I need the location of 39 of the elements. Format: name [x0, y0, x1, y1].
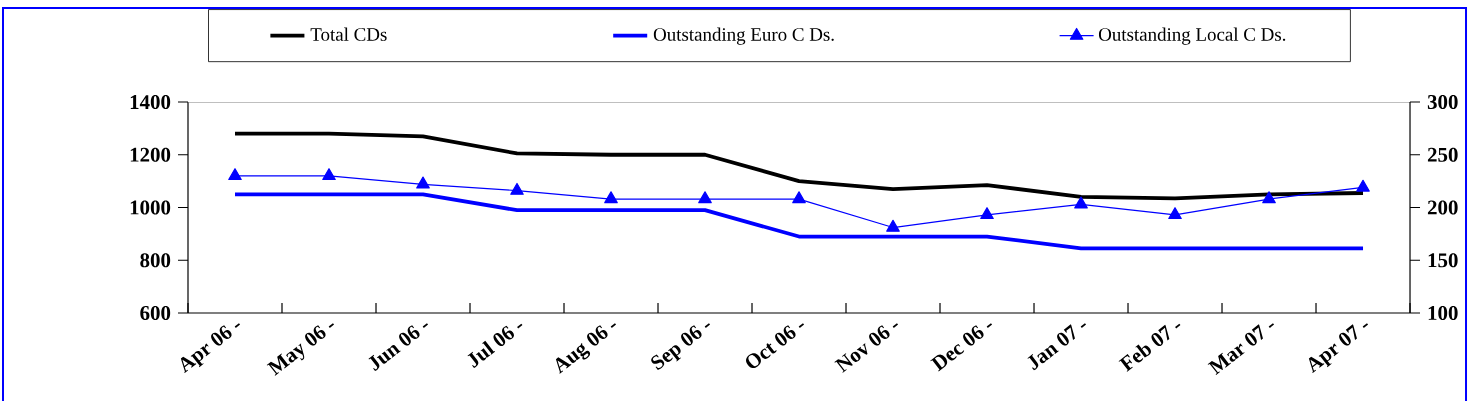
x-tick-label: Jan 07 -	[1027, 323, 1087, 371]
x-tick-label: Dec 06 -	[930, 323, 993, 372]
point	[416, 176, 430, 189]
y2-tick-label: 250	[1427, 147, 1458, 162]
x-tick-label: Apr 06 -	[180, 323, 241, 373]
point	[322, 168, 336, 181]
y2-tick-label: 300	[1427, 94, 1458, 110]
legend-label: Outstanding Euro C Ds.	[653, 27, 834, 45]
x-tick-label: Mar 07 -	[1207, 323, 1275, 376]
point	[510, 182, 524, 195]
y-tick-label: 1000	[130, 200, 171, 215]
y-tick-label: 1400	[130, 94, 171, 110]
y2-tick-label: 100	[1428, 305, 1458, 321]
x-tick-label: Jun 06 -	[368, 323, 429, 372]
y2-tick-label: 150	[1428, 253, 1458, 268]
x-tick-label: Aug 06 -	[555, 323, 617, 374]
y-tick-label: 1200	[130, 147, 171, 162]
x-tick-label: Oct 06 -	[746, 323, 805, 369]
x-tick-label: Apr 07 -	[1308, 323, 1369, 373]
point	[792, 191, 806, 204]
y-tick-label: 800	[140, 253, 171, 268]
x-tick-label: Sep 06 -	[651, 323, 711, 370]
point	[228, 168, 242, 181]
point	[1074, 196, 1088, 209]
y2-tick-label: 200	[1427, 200, 1458, 215]
x-tick-label: Nov 06 -	[834, 323, 899, 373]
point	[1262, 191, 1276, 204]
point	[980, 207, 994, 220]
x-tick-label: Feb 07 -	[1118, 323, 1181, 372]
point	[1168, 207, 1182, 220]
legend-label: Outstanding Local C Ds.	[1098, 27, 1286, 45]
point	[698, 191, 712, 204]
legend-label: Total CDs	[310, 27, 387, 41]
x-tick-label: Jul 06 -	[467, 323, 523, 368]
point	[604, 191, 618, 204]
x-tick-label: May 06 -	[266, 323, 335, 376]
point	[1356, 179, 1370, 192]
point	[886, 219, 900, 232]
y-tick-label: 600	[140, 305, 171, 321]
